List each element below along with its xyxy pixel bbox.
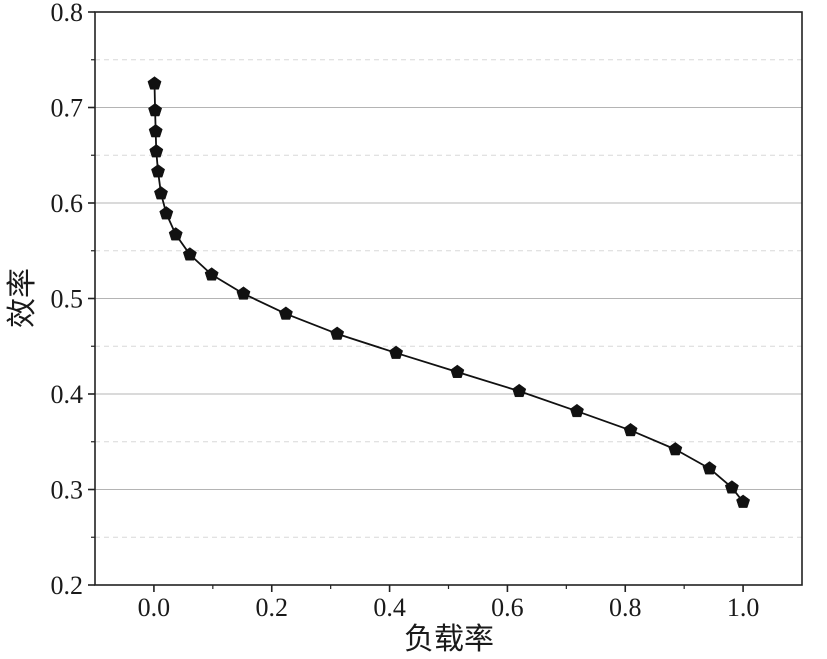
labels-layer: 负载率 效率 0.2 0.3 0.4 0.5 0.6 0.7 0.8 0.0 0.2 0.4 0.6… (5, 0, 759, 657)
axes-layer (88, 11, 803, 592)
y-tick-label: 0.6 (51, 189, 84, 218)
x-tick-label: 0.4 (373, 593, 406, 622)
data-point (148, 124, 163, 138)
data-point (702, 461, 717, 475)
data-point (736, 494, 751, 508)
data-point (450, 364, 465, 378)
data-point (154, 186, 168, 200)
x-tick-label: 0.6 (491, 593, 524, 622)
x-axis-title: 负载率 (404, 622, 494, 657)
data-point (149, 144, 164, 158)
data-point (236, 286, 251, 300)
data-point (148, 103, 163, 117)
data-point (724, 480, 739, 494)
data-point (330, 326, 345, 340)
y-tick-label: 0.2 (51, 571, 84, 600)
x-tick-label: 0.2 (256, 593, 289, 622)
data-point (159, 206, 174, 220)
data-point (668, 442, 683, 456)
x-tick-label: 0.0 (138, 593, 171, 622)
series-line (153, 83, 744, 503)
data-point (389, 345, 404, 359)
y-tick-label: 0.7 (51, 94, 84, 123)
data-point (151, 164, 165, 178)
y-axis-title: 效率 (5, 268, 40, 328)
y-tick-label: 0.4 (51, 380, 84, 409)
data-point (278, 306, 293, 320)
data-point (168, 227, 183, 241)
y-tick-label: 0.5 (51, 285, 84, 314)
data-point (204, 267, 219, 281)
data-point (182, 247, 197, 261)
x-tick-label: 0.8 (609, 593, 642, 622)
y-tick-label: 0.8 (51, 0, 84, 27)
series-layer (147, 76, 751, 508)
y-tick-label: 0.3 (51, 476, 84, 505)
data-point (512, 383, 527, 398)
data-point (569, 403, 584, 418)
grid-layer (95, 59, 802, 538)
x-tick-label: 1.0 (727, 593, 760, 622)
data-point (623, 422, 638, 437)
data-point (147, 76, 162, 90)
